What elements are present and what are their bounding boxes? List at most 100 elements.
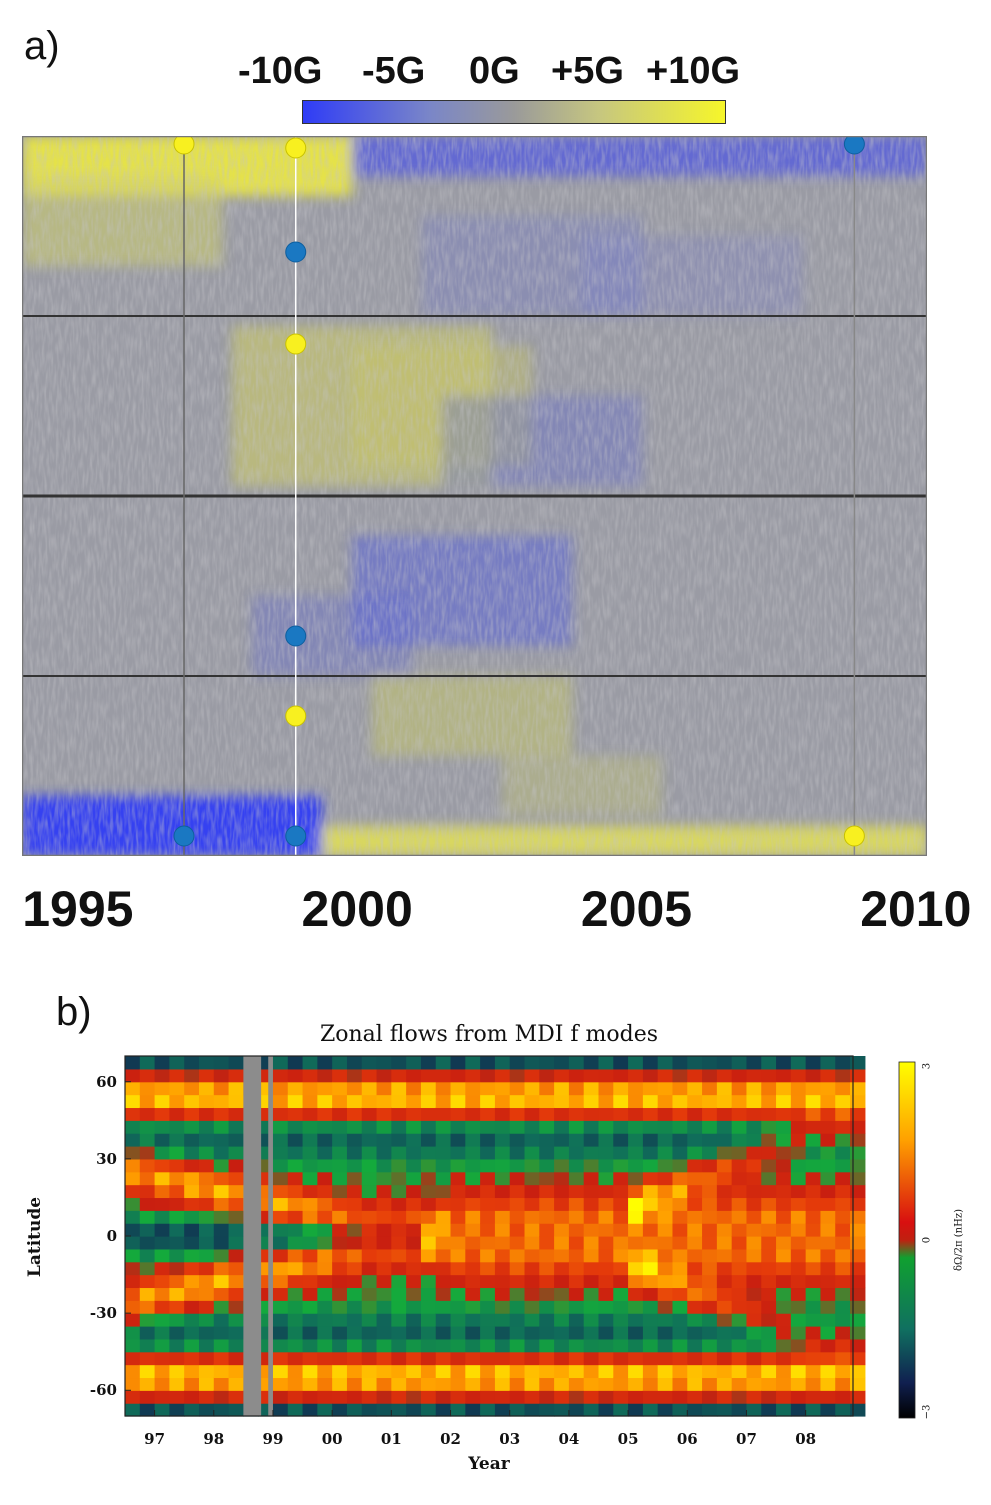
heatmap-cell (583, 1326, 600, 1340)
heatmap-cell (139, 1158, 156, 1173)
heatmap-cell (509, 1300, 526, 1314)
heatmap-cell (465, 1338, 481, 1353)
heatmap-cell (450, 1338, 466, 1353)
heatmap-cell (820, 1364, 836, 1379)
heatmap-cell (361, 1274, 378, 1289)
heatmap-cell (317, 1210, 333, 1224)
panel-b-y-axis-label: Latitude (25, 1196, 45, 1278)
heatmap-cell (361, 1390, 378, 1404)
heatmap-cell (480, 1403, 496, 1417)
heatmap-cell (450, 1146, 466, 1160)
heatmap-cell (731, 1158, 748, 1173)
heatmap-cell (539, 1197, 555, 1211)
heatmap-cell (702, 1223, 718, 1237)
heatmap-cell (509, 1120, 526, 1134)
heatmap-cell (835, 1107, 851, 1121)
heatmap-cell (850, 1390, 866, 1404)
heatmap-cell (539, 1313, 555, 1327)
heatmap-cell (672, 1338, 688, 1353)
heatmap-cell (198, 1287, 215, 1301)
heatmap-cell (198, 1133, 215, 1147)
heatmap-cell (169, 1146, 185, 1160)
heatmap-cell (302, 1300, 318, 1314)
heatmap-cell (287, 1133, 304, 1147)
heatmap-cell (125, 1081, 141, 1096)
heatmap-cell (672, 1223, 688, 1237)
heatmap-cell (805, 1081, 822, 1096)
heatmap-cell (672, 1197, 688, 1211)
heatmap-cell (746, 1326, 762, 1340)
heatmap-cell (539, 1248, 555, 1263)
heatmap-cell (539, 1146, 555, 1160)
heatmap-cell (776, 1403, 792, 1417)
heatmap-cell (761, 1120, 777, 1134)
heatmap-cell (198, 1056, 215, 1070)
heatmap-cell (435, 1133, 452, 1147)
heatmap-cell (420, 1158, 437, 1173)
heatmap-cell (731, 1056, 748, 1070)
heatmap-cell (702, 1390, 718, 1404)
heatmap-cell (746, 1210, 762, 1224)
heatmap-cell (139, 1377, 156, 1391)
heatmap-cell (702, 1184, 718, 1199)
heatmap-cell (628, 1274, 644, 1289)
heatmap-cell (317, 1120, 333, 1134)
heatmap-cell (361, 1133, 378, 1147)
heatmap-cell (465, 1081, 481, 1096)
heatmap-cell (672, 1158, 688, 1173)
heatmap-cell (198, 1197, 215, 1211)
heatmap-cell (332, 1223, 348, 1237)
panel-b-data-gaps (243, 1056, 273, 1416)
heatmap-cell (746, 1197, 762, 1211)
heatmap-cell (184, 1338, 200, 1353)
heatmap-cell (169, 1300, 185, 1314)
heatmap-cell (391, 1133, 407, 1147)
heatmap-cell (213, 1390, 230, 1404)
heatmap-cell (583, 1223, 600, 1237)
heatmap-cell (835, 1377, 851, 1391)
heatmap-cell (376, 1403, 392, 1417)
heatmap-cell (228, 1210, 244, 1224)
heatmap-cell (125, 1223, 141, 1237)
heatmap-cell (465, 1313, 481, 1327)
heatmap-cell (613, 1056, 629, 1070)
heatmap-cell (465, 1056, 481, 1070)
heatmap-cell (243, 1171, 259, 1186)
heatmap-cell (702, 1158, 718, 1173)
y-tick-label: 30 (96, 1149, 117, 1168)
heatmap-cell (213, 1248, 230, 1263)
heatmap-cell (850, 1364, 866, 1379)
x-tick-label: 07 (736, 1430, 757, 1448)
heatmap-cell (790, 1248, 807, 1263)
heatmap-cell (805, 1274, 822, 1289)
heatmap-cell (790, 1210, 807, 1224)
heatmap-cell (524, 1133, 540, 1147)
heatmap-cell (850, 1120, 866, 1134)
heatmap-cell (642, 1377, 659, 1391)
heatmap-cell (628, 1403, 644, 1417)
heatmap-cell (420, 1236, 437, 1250)
heatmap-cell (613, 1107, 629, 1121)
heatmap-cell (287, 1197, 304, 1211)
heatmap-cell (761, 1146, 777, 1160)
heatmap-cell (125, 1158, 141, 1173)
heatmap-cell (287, 1223, 304, 1237)
heatmap-cell (835, 1081, 851, 1096)
heatmap-cell (642, 1300, 659, 1314)
heatmap-cell (243, 1056, 259, 1070)
heatmap-cell (761, 1351, 777, 1366)
heatmap-cell (302, 1158, 318, 1173)
heatmap-cell (391, 1158, 407, 1173)
heatmap-cell (361, 1248, 378, 1263)
heatmap-cell (716, 1403, 733, 1417)
heatmap-cell (613, 1287, 629, 1301)
heatmap-cell (820, 1171, 836, 1186)
heatmap-cell (494, 1133, 511, 1147)
heatmap-cell (746, 1081, 762, 1096)
heatmap-cell (258, 1236, 274, 1250)
heatmap-cell (139, 1313, 156, 1327)
heatmap-cell (243, 1403, 259, 1417)
heatmap-cell (213, 1377, 230, 1391)
heatmap-cell (435, 1068, 452, 1083)
panel-b-title: Zonal flows from MDI f modes (319, 1022, 659, 1047)
